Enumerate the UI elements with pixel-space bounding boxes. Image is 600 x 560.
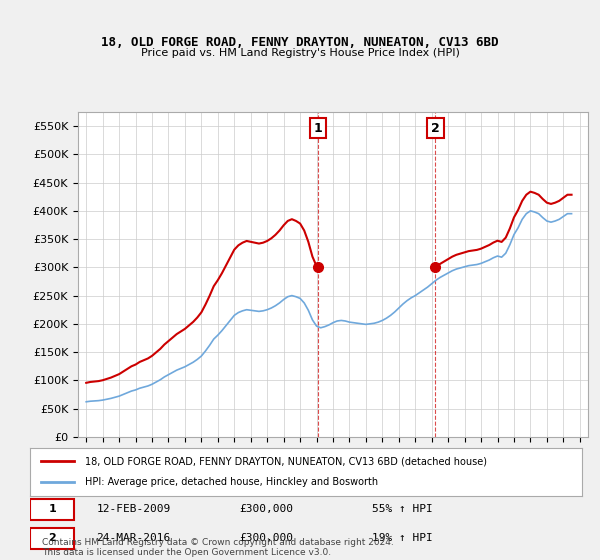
Text: 1: 1 <box>314 122 323 135</box>
Text: £300,000: £300,000 <box>240 533 294 543</box>
Text: 24-MAR-2016: 24-MAR-2016 <box>96 533 170 543</box>
FancyBboxPatch shape <box>30 528 74 549</box>
Text: 2: 2 <box>431 122 440 135</box>
Text: 18, OLD FORGE ROAD, FENNY DRAYTON, NUNEATON, CV13 6BD (detached house): 18, OLD FORGE ROAD, FENNY DRAYTON, NUNEA… <box>85 456 487 466</box>
Text: 1: 1 <box>48 504 56 514</box>
FancyBboxPatch shape <box>30 498 74 520</box>
Text: £300,000: £300,000 <box>240 504 294 514</box>
Text: HPI: Average price, detached house, Hinckley and Bosworth: HPI: Average price, detached house, Hinc… <box>85 477 379 487</box>
Text: 55% ↑ HPI: 55% ↑ HPI <box>372 504 433 514</box>
Text: 19% ↑ HPI: 19% ↑ HPI <box>372 533 433 543</box>
Text: 18, OLD FORGE ROAD, FENNY DRAYTON, NUNEATON, CV13 6BD: 18, OLD FORGE ROAD, FENNY DRAYTON, NUNEA… <box>101 35 499 49</box>
Text: 2: 2 <box>48 533 56 543</box>
Text: 12-FEB-2009: 12-FEB-2009 <box>96 504 170 514</box>
Text: Price paid vs. HM Land Registry's House Price Index (HPI): Price paid vs. HM Land Registry's House … <box>140 48 460 58</box>
Text: Contains HM Land Registry data © Crown copyright and database right 2024.
This d: Contains HM Land Registry data © Crown c… <box>42 538 394 557</box>
